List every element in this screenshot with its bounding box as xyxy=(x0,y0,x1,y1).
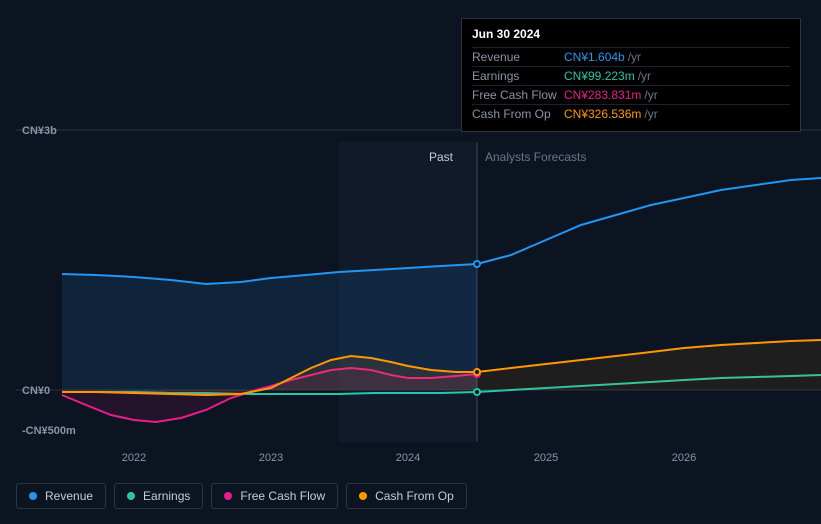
chart-legend: Revenue Earnings Free Cash Flow Cash From O… xyxy=(16,483,467,509)
tooltip-row: Free Cash FlowCN¥283.831m/yr xyxy=(472,85,790,104)
series-marker xyxy=(473,388,481,396)
tooltip-metric-label: Revenue xyxy=(472,50,564,64)
tooltip-metric-label: Cash From Op xyxy=(472,107,564,121)
legend-label: Revenue xyxy=(45,489,93,503)
tooltip-metric-unit: /yr xyxy=(644,88,657,102)
tooltip-row: RevenueCN¥1.604b/yr xyxy=(472,47,790,66)
tooltip-metric-unit: /yr xyxy=(638,69,651,83)
x-axis-label: 2024 xyxy=(396,452,420,464)
series-marker xyxy=(473,260,481,268)
legend-item[interactable]: Cash From Op xyxy=(346,483,467,509)
legend-dot-icon xyxy=(359,492,367,500)
tooltip-metric-value: CN¥326.536m xyxy=(564,107,641,121)
tooltip-row: Cash From OpCN¥326.536m/yr xyxy=(472,104,790,123)
legend-dot-icon xyxy=(224,492,232,500)
y-axis-label: CN¥0 xyxy=(22,385,50,397)
legend-item[interactable]: Free Cash Flow xyxy=(211,483,338,509)
tooltip-metric-unit: /yr xyxy=(644,107,657,121)
x-axis-label: 2026 xyxy=(672,452,696,464)
tooltip-metric-label: Free Cash Flow xyxy=(472,88,564,102)
tooltip-row: EarningsCN¥99.223m/yr xyxy=(472,66,790,85)
tooltip-metric-value: CN¥1.604b xyxy=(564,50,625,64)
region-label-forecast: Analysts Forecasts xyxy=(485,150,586,164)
x-axis-label: 2025 xyxy=(534,452,558,464)
legend-label: Cash From Op xyxy=(375,489,454,503)
legend-label: Free Cash Flow xyxy=(240,489,325,503)
x-axis-label: 2023 xyxy=(259,452,283,464)
y-axis-label: -CN¥500m xyxy=(22,425,76,437)
legend-item[interactable]: Revenue xyxy=(16,483,106,509)
region-label-past: Past xyxy=(429,150,453,164)
chart-tooltip: Jun 30 2024 RevenueCN¥1.604b/yrEarningsC… xyxy=(461,18,801,132)
x-axis-label: 2022 xyxy=(122,452,146,464)
tooltip-metric-label: Earnings xyxy=(472,69,564,83)
legend-dot-icon xyxy=(29,492,37,500)
tooltip-metric-value: CN¥283.831m xyxy=(564,88,641,102)
series-marker xyxy=(473,368,481,376)
legend-item[interactable]: Earnings xyxy=(114,483,203,509)
tooltip-date: Jun 30 2024 xyxy=(472,27,790,41)
legend-dot-icon xyxy=(127,492,135,500)
tooltip-metric-value: CN¥99.223m xyxy=(564,69,635,83)
y-axis-label: CN¥3b xyxy=(22,125,57,137)
tooltip-metric-unit: /yr xyxy=(628,50,641,64)
legend-label: Earnings xyxy=(143,489,190,503)
